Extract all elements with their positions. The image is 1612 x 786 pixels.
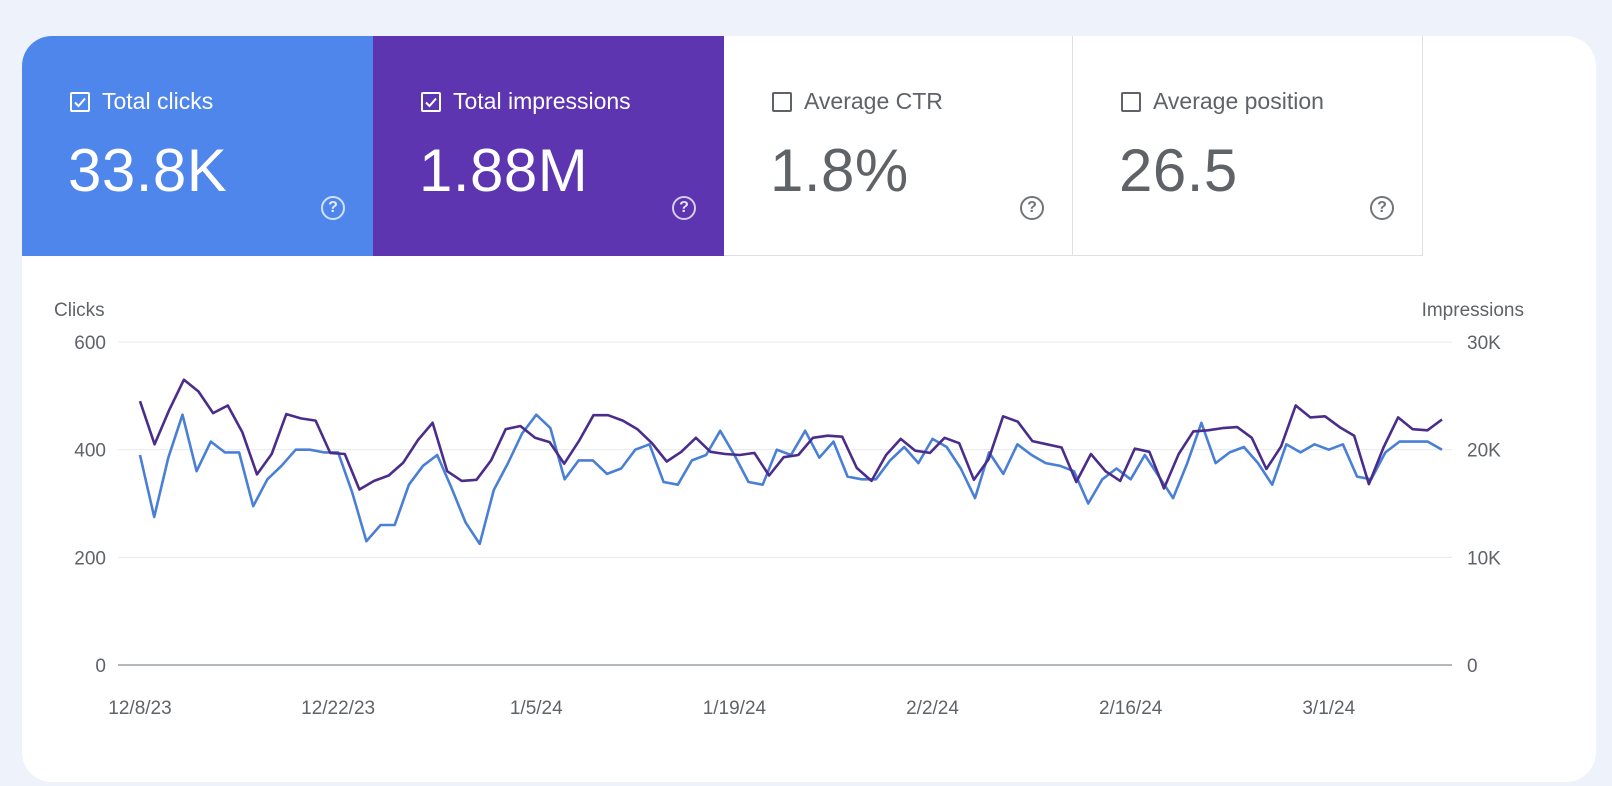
help-icon[interactable]: ? <box>672 196 696 220</box>
right-tick-label: 0 <box>1467 656 1478 677</box>
total-clicks-label: Total clicks <box>102 88 214 114</box>
left-tick-label: 400 <box>74 441 106 462</box>
average-position-value: 26.5 <box>1119 137 1238 204</box>
x-tick-label: 12/8/23 <box>108 698 171 719</box>
right-tick-label: 20K <box>1467 441 1501 462</box>
left-axis-title: Clicks <box>54 300 105 321</box>
impressions-checkbox-icon[interactable] <box>421 91 441 112</box>
average-position-tile[interactable]: Average position 26.5 ? <box>1073 36 1423 256</box>
total-impressions-tile[interactable]: Total impressions 1.88M ? <box>373 36 724 256</box>
x-tick-label: 2/16/24 <box>1099 698 1163 719</box>
total-clicks-tile[interactable]: Total clicks 33.8K ? <box>22 36 373 256</box>
average-ctr-value: 1.8% <box>770 137 909 204</box>
total-clicks-value: 33.8K <box>68 137 228 204</box>
clicks-checkbox-icon[interactable] <box>70 91 90 112</box>
average-ctr-label: Average CTR <box>804 88 943 114</box>
left-tick-label: 0 <box>95 656 106 677</box>
right-axis-title: Impressions <box>1422 300 1524 321</box>
help-icon[interactable]: ? <box>1370 196 1394 220</box>
x-tick-label: 1/19/24 <box>703 698 767 719</box>
position-checkbox-icon[interactable] <box>1121 91 1141 112</box>
x-tick-label: 12/22/23 <box>301 698 375 719</box>
series-line-impressions[interactable] <box>138 378 1443 491</box>
average-position-label: Average position <box>1153 88 1324 114</box>
right-tick-label: 30K <box>1467 333 1501 354</box>
left-tick-label: 600 <box>74 333 106 354</box>
x-tick-label: 2/2/24 <box>906 698 959 719</box>
ctr-checkbox-icon[interactable] <box>772 91 792 112</box>
right-tick-label: 10K <box>1467 548 1501 569</box>
total-impressions-value: 1.88M <box>419 137 589 204</box>
performance-card: Total clicks 33.8K ? Total impressions 1… <box>22 36 1596 782</box>
total-impressions-label: Total impressions <box>453 88 631 114</box>
left-tick-label: 200 <box>74 548 106 569</box>
x-tick-label: 1/5/24 <box>510 698 563 719</box>
help-icon[interactable]: ? <box>321 196 345 220</box>
help-icon[interactable]: ? <box>1020 196 1044 220</box>
average-ctr-tile[interactable]: Average CTR 1.8% ? <box>724 36 1073 256</box>
x-tick-label: 3/1/24 <box>1302 698 1355 719</box>
